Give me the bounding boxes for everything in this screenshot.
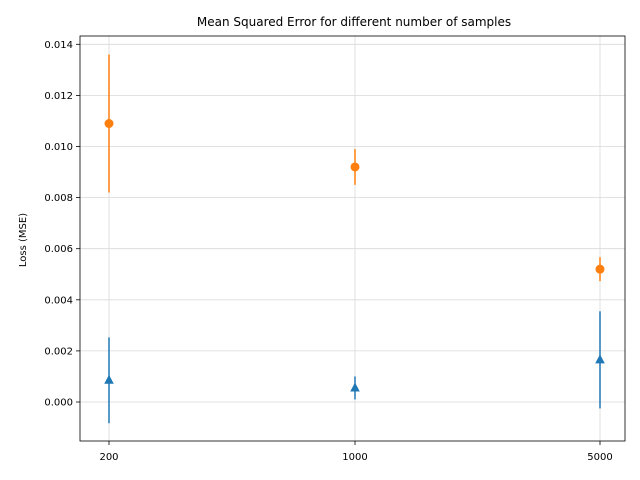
data-point — [350, 382, 360, 392]
chart-title: Mean Squared Error for different number … — [197, 15, 511, 29]
data-point — [595, 264, 605, 274]
markers — [104, 119, 605, 392]
y-tick-label: 0.006 — [44, 244, 73, 255]
y-tick-label: 0.004 — [44, 295, 73, 306]
data-point — [104, 119, 114, 129]
y-tick-label: 0.000 — [44, 398, 73, 409]
y-tick-label: 0.008 — [44, 193, 73, 204]
y-tick-label: 0.002 — [44, 346, 73, 357]
data-point — [104, 374, 114, 384]
grid — [80, 36, 625, 441]
y-tick-label: 0.010 — [44, 142, 73, 153]
y-tick-label: 0.014 — [44, 40, 73, 51]
y-axis: 0.000 0.002 0.004 0.006 0.008 0.010 0.012 0.014 — [44, 40, 80, 409]
x-tick-label: 1000 — [342, 452, 367, 463]
x-tick-label: 200 — [99, 452, 118, 463]
data-point — [350, 162, 360, 172]
x-tick-label: 5000 — [587, 452, 612, 463]
data-point — [595, 354, 605, 364]
y-axis-label: Loss (MSE) — [18, 213, 29, 267]
x-axis: 200 1000 5000 — [99, 441, 613, 463]
y-tick-label: 0.012 — [44, 91, 73, 102]
plot-frame — [79, 35, 626, 442]
